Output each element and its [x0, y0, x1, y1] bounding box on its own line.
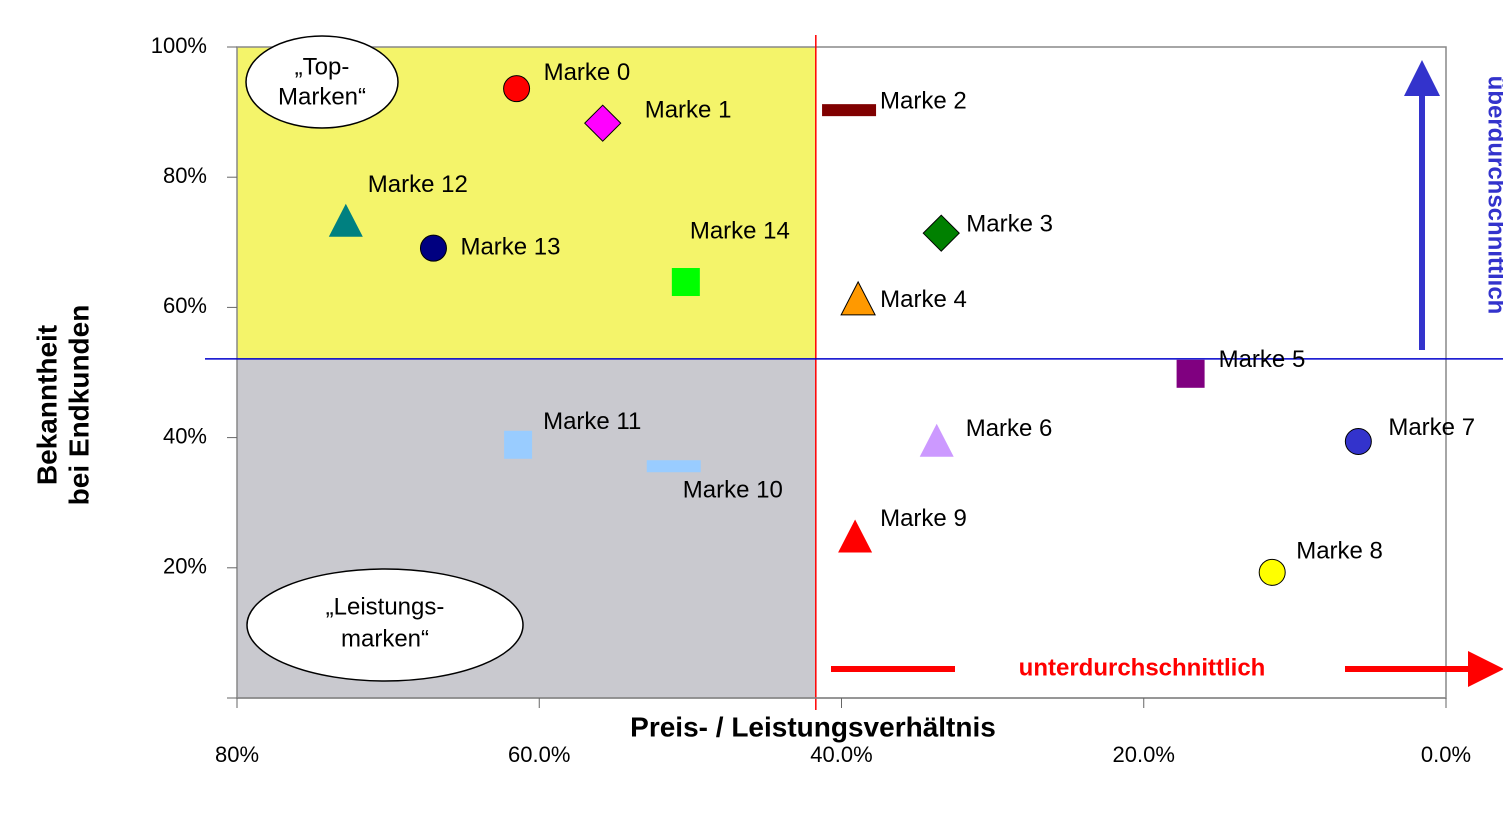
data-point: [328, 203, 363, 237]
point-label: Marke 12: [368, 171, 468, 198]
annotation: unterdurchschnittlich: [1019, 654, 1266, 681]
annotation: marken“: [341, 625, 429, 652]
y-tick-label: 60%: [163, 293, 207, 318]
point-label: Marke 8: [1296, 538, 1383, 565]
point-label: Marke 5: [1219, 346, 1306, 373]
data-point: [1258, 558, 1286, 586]
x-tick-label: 40.0%: [810, 742, 872, 767]
annotation: „Leistungs-: [326, 593, 445, 620]
data-point: [1176, 359, 1205, 388]
annotation: Marken“: [278, 83, 366, 110]
y-tick-label: 40%: [163, 423, 207, 448]
y-tick-label: 80%: [163, 163, 207, 188]
x-tick-label: 80%: [215, 742, 259, 767]
data-point: [646, 460, 701, 473]
data-point: [503, 75, 531, 103]
annotation: „Top-: [295, 53, 350, 80]
data-point: [419, 234, 447, 262]
y-tick-label: 20%: [163, 554, 207, 579]
point-label: Marke 10: [683, 477, 783, 504]
point-label: Marke 1: [645, 97, 732, 124]
point-label: Marke 6: [966, 415, 1053, 442]
y-tick-label: 100%: [151, 33, 207, 58]
data-point: [822, 104, 877, 117]
data-point: [504, 430, 533, 459]
data-point: [919, 423, 954, 457]
data-point: [671, 268, 700, 297]
x-tick-label: 20.0%: [1113, 742, 1175, 767]
y-axis-title: bei Endkunden: [63, 305, 94, 506]
annotation-ellipse: [246, 568, 524, 682]
point-label: Marke 3: [966, 211, 1053, 238]
annotation-ellipse: [245, 35, 399, 129]
y-axis-title: Bekanntheit: [31, 325, 62, 485]
annotation: überdurchschnittlich: [1483, 76, 1503, 315]
x-tick-label: 0.0%: [1421, 742, 1471, 767]
data-point: [584, 104, 622, 142]
x-axis-title: Preis- / Leistungsverhältnis: [630, 711, 996, 742]
point-label: Marke 7: [1388, 414, 1475, 441]
point-label: Marke 9: [880, 505, 967, 532]
data-point: [1344, 428, 1372, 456]
x-tick-label: 60.0%: [508, 742, 570, 767]
point-label: Marke 13: [460, 234, 560, 261]
point-label: Marke 11: [543, 408, 641, 435]
point-label: Marke 14: [690, 217, 790, 244]
point-label: Marke 2: [880, 87, 967, 114]
point-label: Marke 0: [544, 59, 631, 86]
point-label: Marke 4: [880, 286, 967, 313]
data-point: [922, 214, 960, 252]
data-point: [838, 519, 873, 553]
data-point: [840, 280, 876, 316]
